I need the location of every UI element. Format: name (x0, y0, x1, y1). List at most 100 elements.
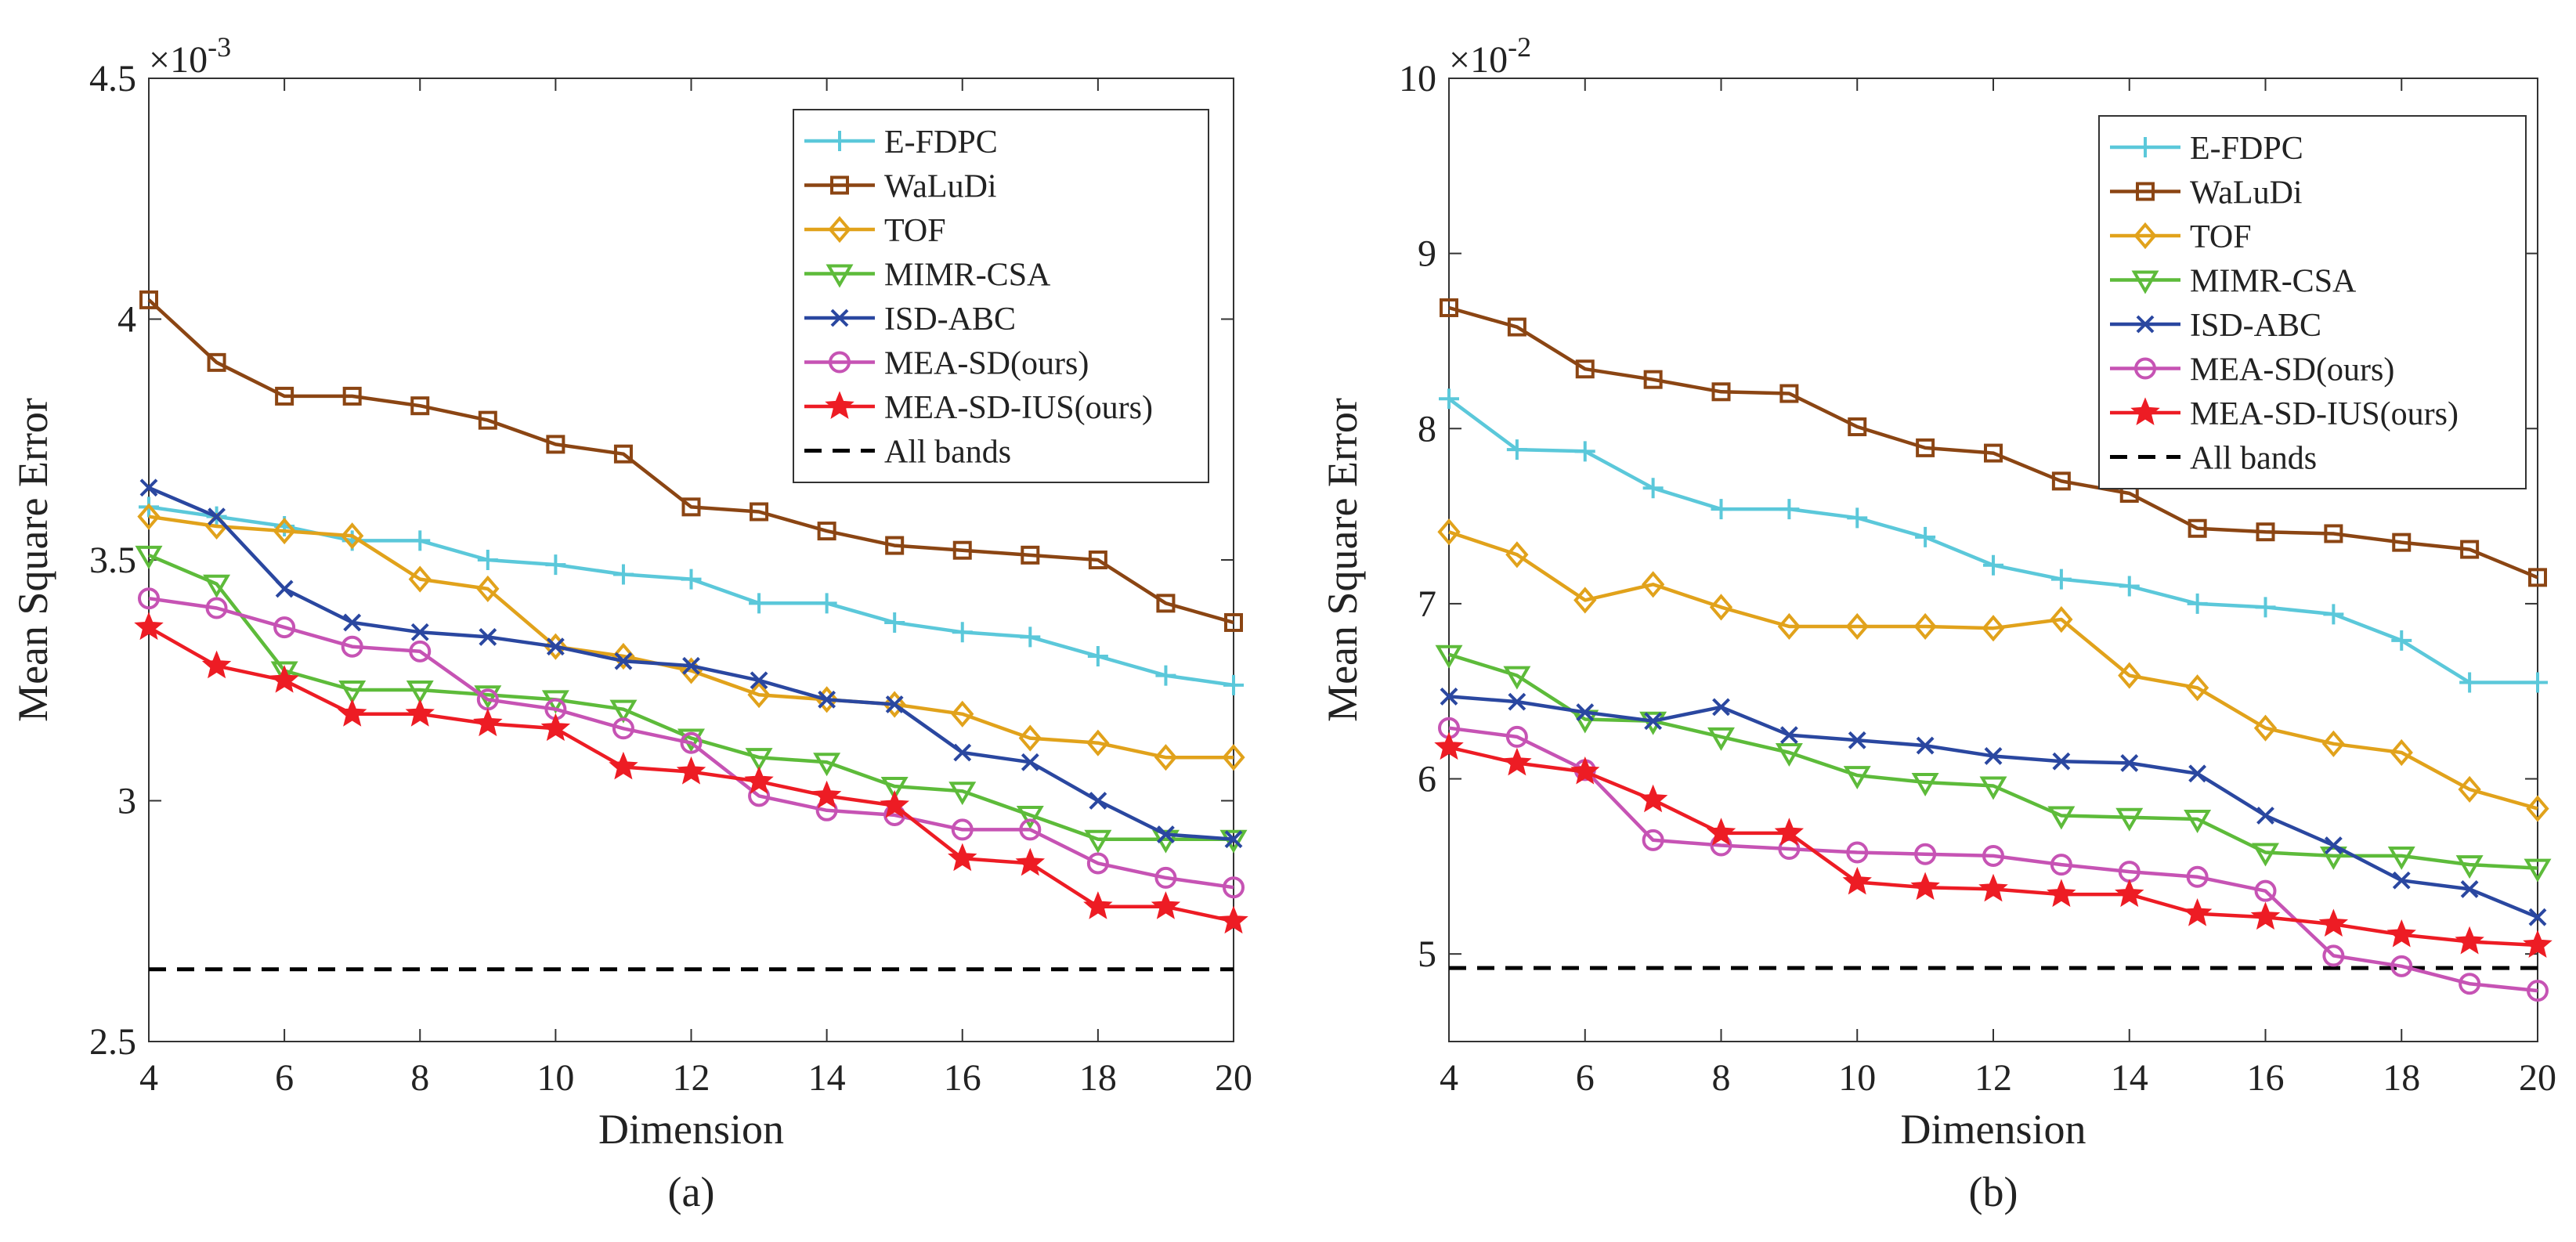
data-point-e-fdpc (1020, 626, 1041, 648)
series-mea-sd-ours (1438, 717, 2549, 1002)
x-tick-label: 12 (673, 1057, 710, 1099)
data-point-waludi (817, 522, 836, 541)
data-point-mimr-csa (677, 728, 705, 753)
series-waludi (139, 290, 1243, 632)
data-point-mea-sd-ours (341, 635, 363, 658)
data-point-e-fdpc (1087, 646, 1108, 666)
data-point-e-fdpc (545, 554, 566, 576)
data-point-tof (1709, 594, 1733, 621)
data-point-mimr-csa (2524, 858, 2552, 883)
data-point-mimr-csa (1775, 743, 1803, 767)
y-tick-label: 7 (1418, 583, 1436, 625)
legend-item-mea-sd-ius-ours: MEA-SD-IUS(ours) (2110, 396, 2459, 432)
data-point-mimr-csa (2387, 846, 2415, 870)
data-point-mea-sd-ours (1642, 829, 1664, 851)
data-point-mea-sd-ius-ours (2047, 879, 2076, 908)
data-point-isd-abc (614, 652, 633, 670)
data-point-waludi (952, 540, 972, 560)
data-point-tof (1018, 724, 1042, 752)
data-point-mea-sd-ours (1846, 841, 1869, 864)
data-point-mimr-csa (1707, 727, 1735, 751)
data-point-waludi (1575, 359, 1595, 379)
panel-label: (b) (1969, 1168, 2018, 1215)
data-point-waludi (1440, 298, 1458, 317)
data-point-waludi (1156, 594, 1176, 613)
data-point-e-fdpc (749, 593, 770, 614)
series-line-mimr-csa (148, 553, 1234, 841)
data-point-e-fdpc (1915, 526, 1936, 547)
legend-item-mimr-csa: MIMR-CSA (804, 258, 1051, 294)
data-point-mimr-csa (2184, 809, 2212, 833)
data-point-waludi (1984, 443, 2003, 463)
data-point-mea-sd-ius-ours (811, 780, 842, 809)
data-point-tof (1437, 518, 1461, 546)
data-point-isd-abc (1440, 688, 1458, 706)
series-isd-abc (139, 478, 1243, 849)
data-point-e-fdpc (410, 530, 431, 551)
x-tick-label: 10 (1838, 1057, 1876, 1099)
data-point-isd-abc (208, 507, 226, 526)
data-point-mea-sd-ius-ours (405, 699, 435, 727)
data-point-mea-sd-ius-ours (1570, 756, 1600, 785)
data-point-e-fdpc (2323, 604, 2344, 625)
data-point-tof (476, 575, 500, 602)
series-isd-abc (1440, 688, 2547, 926)
data-point-e-fdpc (477, 550, 498, 570)
data-point-e-fdpc (2391, 630, 2412, 651)
data-point-isd-abc (885, 695, 904, 713)
data-point-mimr-csa (1979, 776, 2007, 800)
data-point-tof (1505, 541, 1529, 569)
data-point-isd-abc (1984, 747, 2003, 765)
data-point-isd-abc (1916, 736, 1935, 755)
data-point-isd-abc (1224, 830, 1243, 849)
data-point-waludi (1088, 551, 1107, 569)
data-point-e-fdpc (1574, 441, 1595, 462)
data-point-waludi (1916, 438, 1935, 457)
series-line-mea-sd-ours (148, 596, 1234, 890)
data-point-mea-sd-ius-ours (1774, 818, 1805, 846)
data-point-mea-sd-ius-ours (1219, 905, 1248, 934)
data-point-tof (1777, 612, 1801, 641)
series-tof (1437, 518, 2549, 822)
data-point-waludi (2460, 540, 2480, 559)
legend-marker (826, 264, 854, 288)
data-point-e-fdpc (1223, 674, 1244, 695)
legend-item-all-bands: All bands (804, 435, 1011, 471)
data-point-waludi (681, 497, 701, 517)
series-mimr-csa (135, 545, 1248, 854)
data-point-waludi (1711, 382, 1731, 402)
data-point-mimr-csa (1016, 805, 1044, 829)
panel-label: (a) (668, 1168, 715, 1215)
data-point-tof (2185, 674, 2209, 702)
series-line-waludi (147, 298, 1234, 625)
legend-marker (825, 391, 854, 419)
data-point-isd-abc (2324, 836, 2343, 854)
data-point-waludi (885, 536, 905, 555)
data-point-tof (273, 518, 296, 545)
data-point-mea-sd-ius-ours (2115, 879, 2144, 908)
data-point-mimr-csa (1219, 829, 1248, 854)
x-tick-label: 14 (808, 1057, 846, 1099)
data-point-tof (951, 700, 974, 728)
legend-marker (2134, 357, 2156, 380)
data-point-mea-sd-ius-ours (676, 756, 706, 785)
data-point-mimr-csa (1084, 829, 1112, 854)
data-point-isd-abc (2188, 764, 2207, 783)
series-line-mea-sd-ours (1448, 726, 2538, 993)
y-tick-label: 6 (1418, 759, 1436, 800)
data-point-isd-abc (1021, 753, 1039, 771)
data-point-mea-sd-ius-ours (337, 699, 367, 727)
data-point-mea-sd-ius-ours (1434, 731, 1464, 760)
data-point-tof (1845, 612, 1869, 641)
data-point-waludi (478, 410, 497, 430)
data-point-mea-sd-ius-ours (1638, 784, 1668, 813)
legend-label: WaLuDi (2190, 175, 2303, 211)
data-point-mea-sd-ours (2186, 865, 2209, 888)
data-point-mea-sd-ius-ours (269, 665, 299, 693)
data-point-isd-abc (1712, 698, 1730, 717)
data-point-mea-sd-ours (2050, 854, 2072, 876)
legend-label: All bands (884, 435, 1011, 471)
data-point-e-fdpc (1983, 554, 2003, 576)
